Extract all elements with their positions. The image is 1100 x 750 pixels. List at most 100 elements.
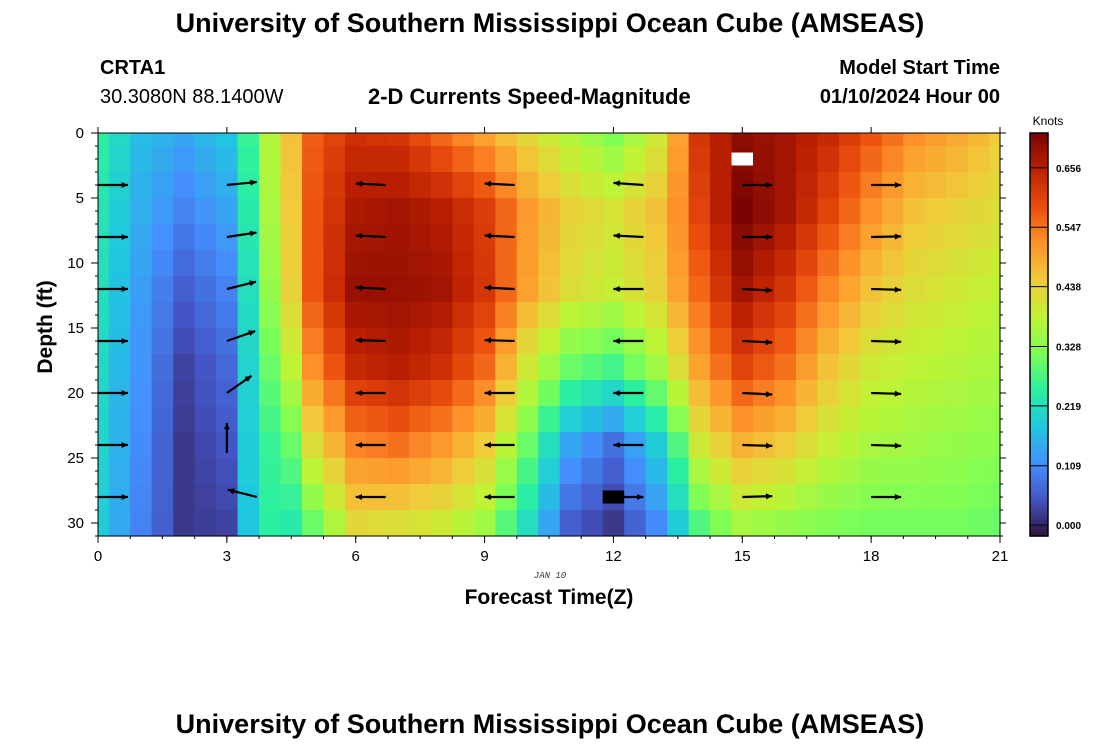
heatmap-cell xyxy=(774,406,797,433)
heatmap-cell xyxy=(817,302,840,329)
heatmap-cell xyxy=(838,328,862,355)
heatmap-cell xyxy=(602,458,625,485)
current-vector xyxy=(355,232,386,239)
y-tick-label: 15 xyxy=(67,320,84,337)
heatmap-cell xyxy=(989,510,1001,537)
colorbar-segment xyxy=(1030,428,1048,433)
heatmap-cell xyxy=(688,432,711,459)
colorbar-segment xyxy=(1030,156,1048,161)
heatmap-cell xyxy=(98,133,110,147)
heatmap-cell xyxy=(344,133,368,147)
heatmap-cell xyxy=(817,354,840,381)
heatmap-cell xyxy=(387,458,411,485)
heatmap-cell xyxy=(108,250,131,277)
heatmap-cell xyxy=(795,380,819,407)
heatmap-cell xyxy=(817,432,840,459)
colorbar-segment xyxy=(1030,253,1048,258)
colorbar-segment xyxy=(1030,210,1048,215)
colorbar-segment xyxy=(1030,358,1048,362)
heatmap-cell xyxy=(259,146,282,173)
heatmap-cell xyxy=(838,432,862,459)
heatmap-cell xyxy=(795,302,819,329)
y-tick-label: 20 xyxy=(67,385,84,402)
heatmap-cell xyxy=(409,250,432,277)
heatmap-cell xyxy=(624,302,647,329)
current-vector xyxy=(484,232,515,239)
heatmap-cell xyxy=(924,328,947,355)
heatmap-cell xyxy=(366,250,389,277)
heatmap-cell xyxy=(903,276,926,303)
heatmap-cell xyxy=(688,354,711,381)
heatmap-cell xyxy=(280,133,303,147)
heatmap-cell xyxy=(538,276,561,303)
heatmap-cell xyxy=(688,458,711,485)
heatmap-cell xyxy=(323,250,346,277)
heatmap-cell xyxy=(838,354,862,381)
heatmap-cell xyxy=(194,328,217,355)
heatmap-cell xyxy=(516,133,539,147)
current-vectors xyxy=(98,179,902,501)
heatmap-cell xyxy=(688,380,711,407)
heatmap-cell xyxy=(753,354,776,381)
heatmap-cell xyxy=(667,432,690,459)
heatmap-cell xyxy=(473,510,496,537)
heatmap-cell xyxy=(860,198,883,225)
current-vector xyxy=(871,286,902,293)
heatmap-cell xyxy=(710,406,733,433)
colorbar-segment xyxy=(1030,452,1048,456)
colorbar-segment xyxy=(1030,529,1048,534)
heatmap-cell xyxy=(516,172,539,199)
heatmap-cell xyxy=(194,172,217,199)
heatmap-cell xyxy=(473,276,496,303)
heatmap-cell xyxy=(237,458,260,485)
heatmap-cell xyxy=(838,302,862,329)
heatmap-cell xyxy=(366,458,389,485)
heatmap-cell xyxy=(559,302,582,329)
heatmap-cell xyxy=(774,276,797,303)
heatmap-cell xyxy=(409,510,432,537)
current-vector xyxy=(355,493,386,501)
heatmap-cell xyxy=(194,380,217,407)
heatmap-cell xyxy=(98,146,110,173)
heatmap-cell xyxy=(538,406,561,433)
colorbar-segment xyxy=(1030,415,1048,420)
heatmap-cell xyxy=(130,406,153,433)
current-vector xyxy=(613,180,644,187)
heatmap-cell xyxy=(194,432,217,459)
heatmap-cell xyxy=(581,172,604,199)
x-tick-label: 12 xyxy=(605,548,622,565)
heatmap-cell xyxy=(795,328,819,355)
heatmap-cell xyxy=(989,458,1001,485)
heatmap-cell xyxy=(409,276,432,303)
heatmap-cell xyxy=(151,302,174,329)
colorbar-segment xyxy=(1030,274,1048,279)
heatmap-cell xyxy=(645,328,668,355)
heatmap-cell xyxy=(667,328,690,355)
heatmap-cell xyxy=(516,276,539,303)
heatmap-cell xyxy=(280,458,303,485)
heatmap-cell xyxy=(98,406,110,433)
heatmap-cell xyxy=(194,458,217,485)
heatmap-cell xyxy=(409,432,432,459)
heatmap-cell xyxy=(967,432,990,459)
heatmap-cell xyxy=(559,380,582,407)
heatmap-cell xyxy=(130,380,153,407)
heatmap-cell xyxy=(860,146,883,173)
heatmap-cell xyxy=(559,250,582,277)
heatmap-cell xyxy=(302,458,325,485)
heatmap-cell xyxy=(602,510,625,537)
heatmap-cell xyxy=(731,198,754,225)
heatmap-cell xyxy=(753,146,776,173)
heatmap-cell xyxy=(280,328,303,355)
heatmap-cell xyxy=(602,198,625,225)
colorbar-segment xyxy=(1030,260,1048,265)
model-start-value: 01/10/2024 Hour 00 xyxy=(819,86,1000,108)
heatmap-cell xyxy=(924,458,947,485)
heatmap-cell xyxy=(710,354,733,381)
heatmap-cell xyxy=(151,354,174,381)
heatmap-cell xyxy=(430,510,453,537)
heatmap-cell xyxy=(645,380,668,407)
heatmap-cell xyxy=(538,172,561,199)
heatmap-cell xyxy=(452,302,475,329)
heatmap-cell xyxy=(710,302,733,329)
